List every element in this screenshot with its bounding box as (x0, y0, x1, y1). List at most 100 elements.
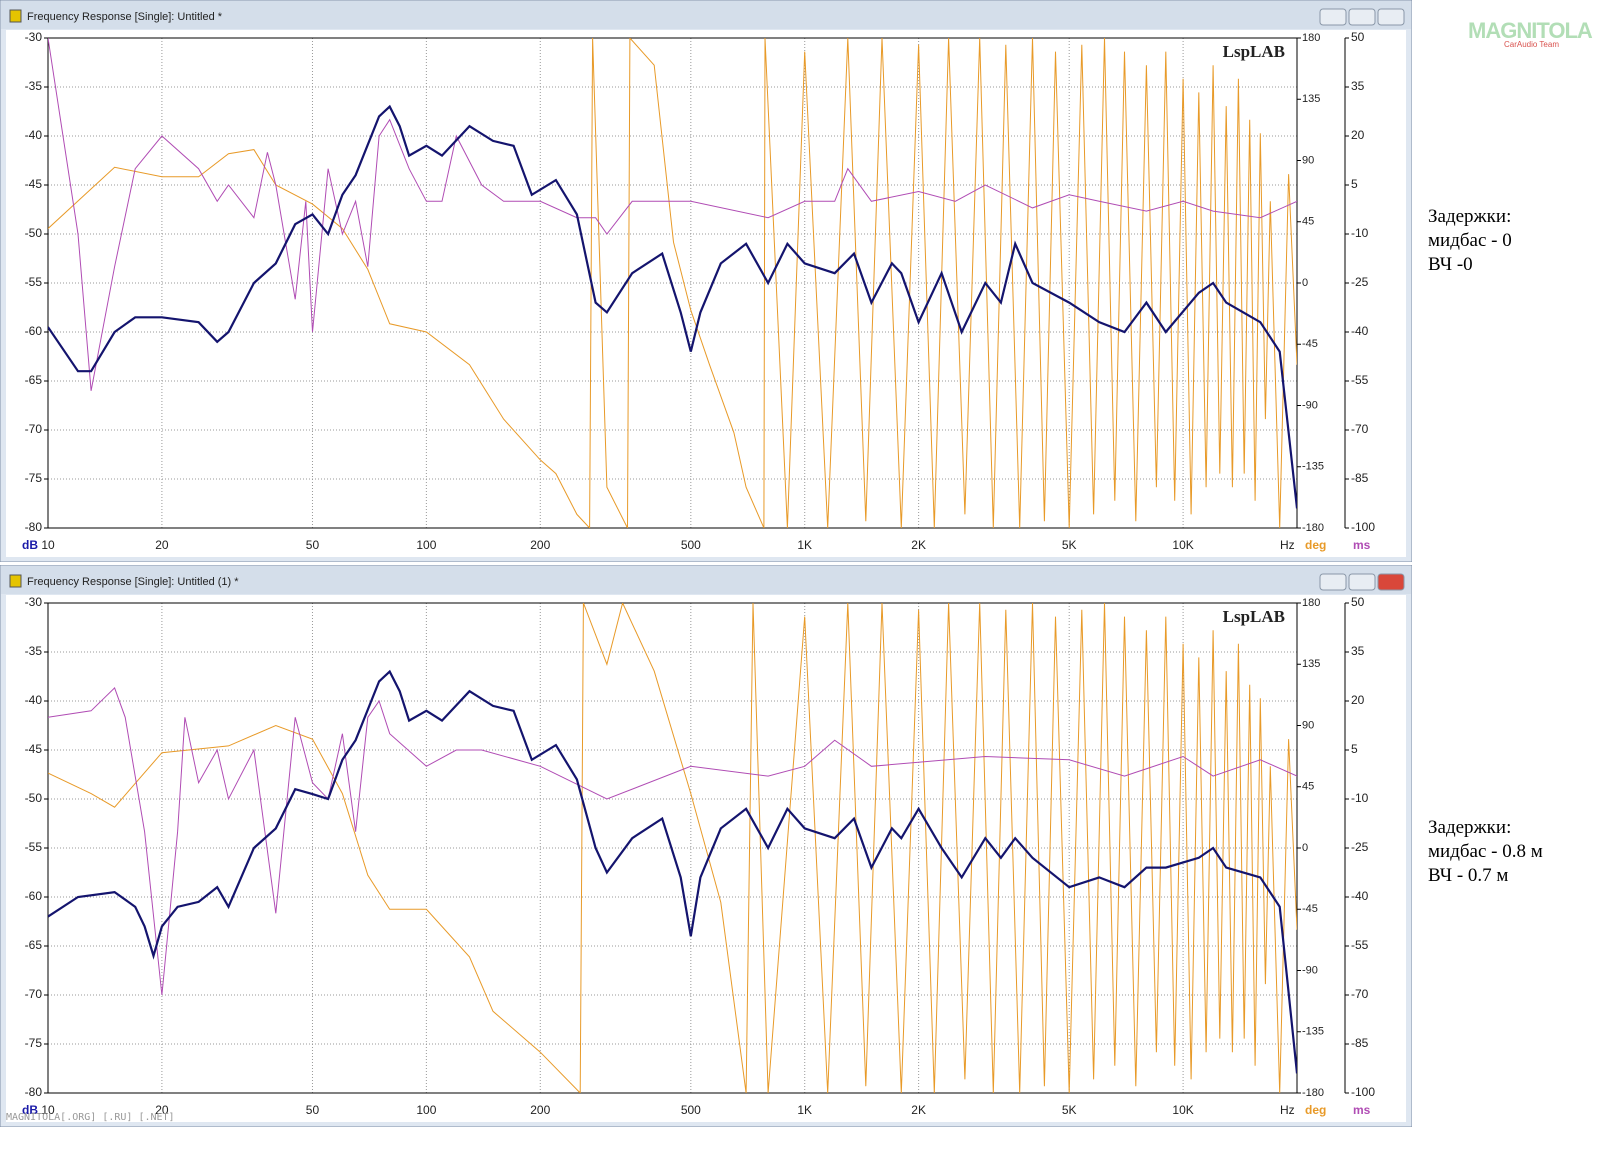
x-unit: Hz (1280, 538, 1295, 552)
note-line: мидбас - 0 (1428, 230, 1512, 251)
y2-tick-label: 45 (1302, 781, 1314, 793)
window-icon (9, 574, 22, 588)
plot-border (47, 602, 1298, 1094)
title-bar (1, 1, 1411, 29)
plot-border (47, 37, 1298, 529)
y3-tick-label: 50 (1351, 30, 1365, 44)
series-line (48, 687, 1297, 996)
y3-tick-label: -55 (1351, 373, 1369, 387)
maximize-button[interactable] (1348, 8, 1376, 26)
maximize-button[interactable] (1348, 573, 1376, 591)
y3-tick-label: 35 (1351, 79, 1365, 93)
window: Frequency Response [Single]: Untitled (1… (0, 565, 1412, 1127)
minimize-button[interactable] (1319, 573, 1347, 591)
y3-tick-label: 5 (1351, 177, 1358, 191)
y2-tick-label: -45 (1302, 338, 1318, 350)
y-tick-label: -65 (25, 938, 43, 952)
y3-tick-label: -100 (1351, 520, 1375, 534)
y-tick-label: -50 (25, 226, 43, 240)
y2-tick-label: 0 (1302, 842, 1308, 854)
y2-tick-label: -45 (1302, 903, 1318, 915)
x-tick-label: 10 (41, 1103, 55, 1117)
x-tick-label: 100 (416, 538, 436, 552)
y-unit: dB (22, 538, 38, 552)
note-line: мидбас - 0.8 м (1428, 841, 1543, 862)
y-tick-label: -70 (25, 987, 43, 1001)
minimize-button[interactable] (1319, 8, 1347, 26)
y-tick-label: -60 (25, 324, 43, 338)
client-area (6, 30, 1406, 557)
y3-tick-label: -10 (1351, 791, 1369, 805)
note: Задержки: мидбас - 0.8 м ВЧ - 0.7 м (1428, 816, 1543, 888)
note-line: ВЧ - 0.7 м (1428, 865, 1509, 886)
logo-team: CarAudio Team (1504, 40, 1559, 49)
x-tick-label: 50 (306, 1103, 320, 1117)
y2-unit: deg (1305, 538, 1326, 552)
x-tick-label: 500 (681, 1103, 701, 1117)
y3-tick-label: -100 (1351, 1085, 1375, 1099)
x-tick-label: 200 (530, 1103, 550, 1117)
y3-tick-label: -85 (1351, 471, 1369, 485)
logo: MAGNITOLA (1468, 18, 1593, 43)
x-tick-label: 2K (911, 538, 926, 552)
y-tick-label: -35 (25, 79, 43, 93)
y-tick-label: -30 (25, 30, 43, 44)
y2-tick-label: -135 (1302, 461, 1324, 473)
y-tick-label: -35 (25, 644, 43, 658)
y3-tick-label: -25 (1351, 275, 1369, 289)
y-tick-label: -40 (25, 128, 43, 142)
y-tick-label: -30 (25, 595, 43, 609)
series-line (48, 38, 1297, 391)
y-tick-label: -70 (25, 422, 43, 436)
y2-tick-label: 180 (1302, 597, 1320, 609)
y2-unit: deg (1305, 1103, 1326, 1117)
y3-unit: ms (1353, 538, 1371, 552)
x-tick-label: 500 (681, 538, 701, 552)
y3-tick-label: -40 (1351, 324, 1369, 338)
window-title: Frequency Response [Single]: Untitled * (27, 11, 223, 23)
series-line (48, 38, 1297, 528)
x-tick-label: 200 (530, 538, 550, 552)
x-unit: Hz (1280, 1103, 1295, 1117)
window-title: Frequency Response [Single]: Untitled (1… (27, 576, 239, 588)
window: Frequency Response [Single]: Untitled * 1… (0, 0, 1412, 562)
y3-tick-label: -70 (1351, 422, 1369, 436)
y3-tick-label: -10 (1351, 226, 1369, 240)
chart-logo: LspLAB (1223, 42, 1285, 61)
x-tick-label: 10 (41, 538, 55, 552)
y3-tick-label: 5 (1351, 742, 1358, 756)
y-unit: dB (22, 1103, 38, 1117)
note-line: Задержки: (1428, 817, 1512, 838)
series-line (48, 603, 1297, 1093)
y3-tick-label: -70 (1351, 987, 1369, 1001)
y3-tick-label: 50 (1351, 595, 1365, 609)
y3-unit: ms (1353, 1103, 1371, 1117)
x-tick-label: 100 (416, 1103, 436, 1117)
y-tick-label: -75 (25, 471, 43, 485)
y2-tick-label: -135 (1302, 1026, 1324, 1038)
close-button[interactable] (1377, 573, 1405, 591)
x-tick-label: 10K (1172, 1103, 1193, 1117)
x-tick-label: 1K (797, 1103, 812, 1117)
y3-tick-label: -40 (1351, 889, 1369, 903)
y2-tick-label: 90 (1302, 154, 1314, 166)
y-tick-label: -55 (25, 275, 43, 289)
note-line: Задержки: (1428, 206, 1512, 227)
y2-tick-label: -180 (1302, 522, 1324, 534)
y3-tick-label: 35 (1351, 644, 1365, 658)
y2-tick-label: 135 (1302, 658, 1320, 670)
y-tick-label: -45 (25, 742, 43, 756)
y3-tick-label: -25 (1351, 840, 1369, 854)
note-line: ВЧ -0 (1428, 254, 1473, 275)
x-tick-label: 50 (306, 538, 320, 552)
y-tick-label: -60 (25, 889, 43, 903)
y2-tick-label: 135 (1302, 93, 1320, 105)
close-button[interactable] (1377, 8, 1405, 26)
x-tick-label: 5K (1062, 538, 1077, 552)
title-bar (1, 566, 1411, 594)
x-tick-label: 1K (797, 538, 812, 552)
y-tick-label: -65 (25, 373, 43, 387)
x-tick-label: 20 (155, 538, 169, 552)
y-tick-label: -75 (25, 1036, 43, 1050)
